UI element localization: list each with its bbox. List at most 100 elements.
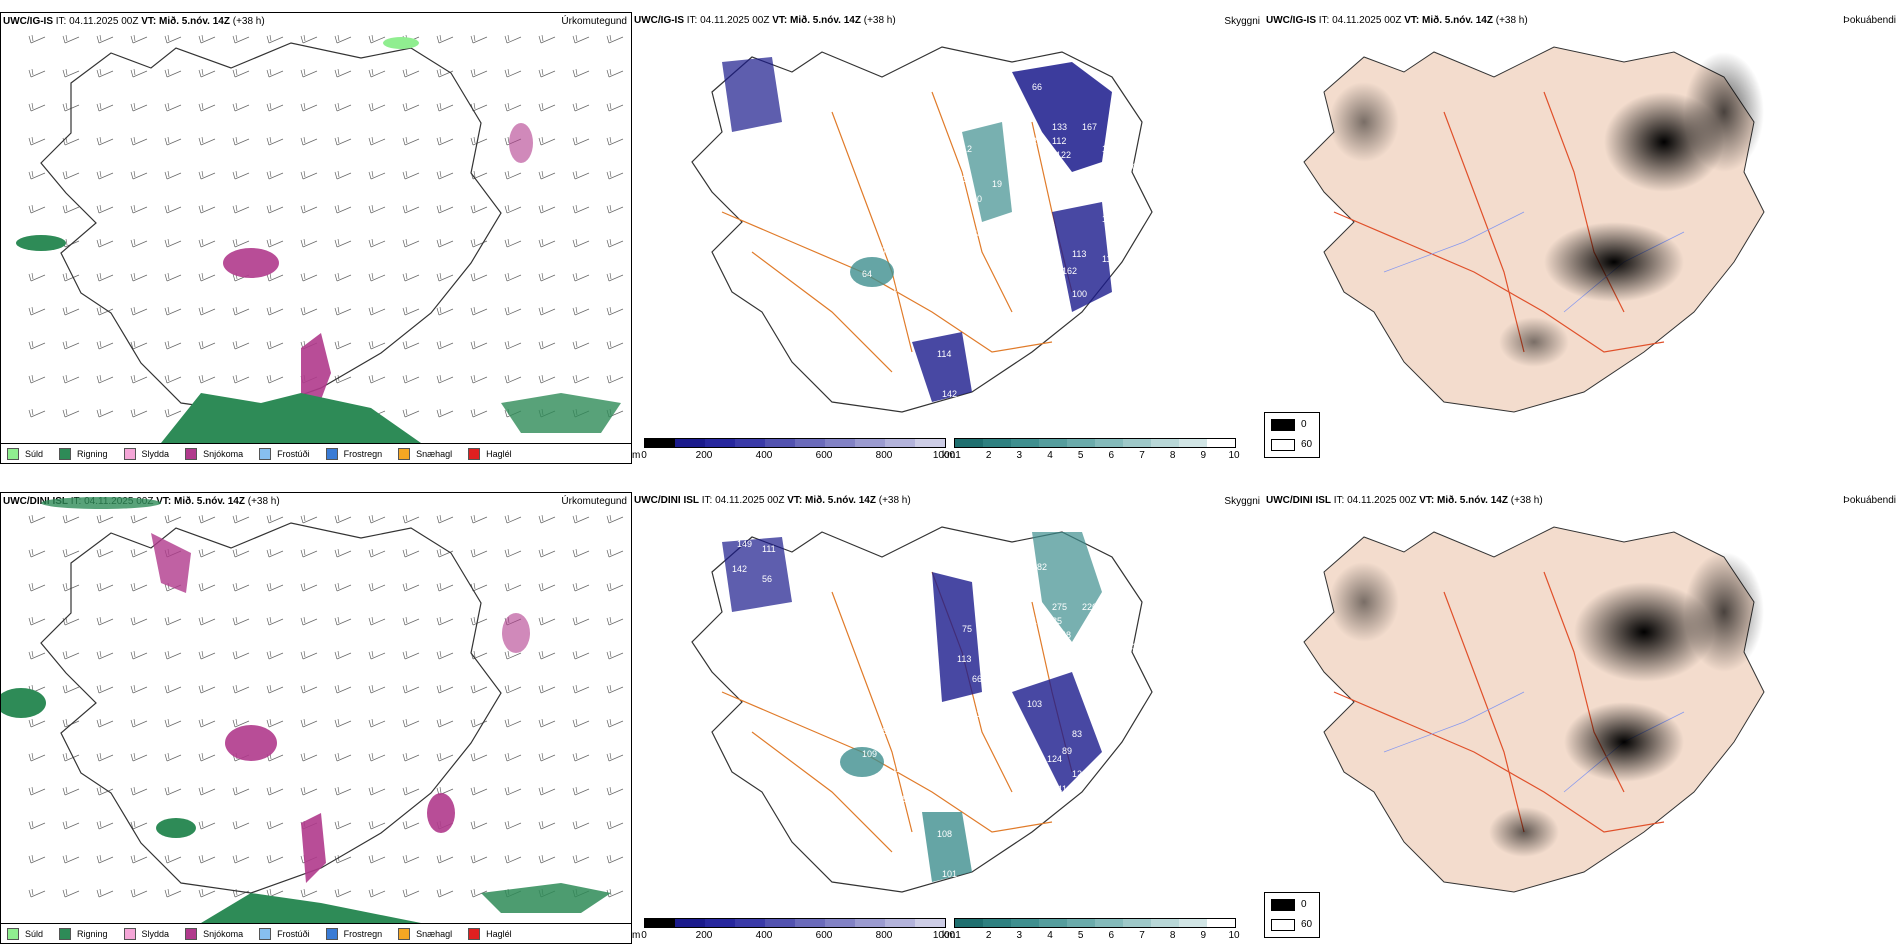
colorbar-unit: km bbox=[942, 930, 956, 941]
ceiling-label: 162 bbox=[1062, 266, 1077, 276]
colorbar-swatch bbox=[795, 439, 825, 447]
ceiling-label: 113 bbox=[892, 764, 906, 774]
wind-barb bbox=[232, 170, 250, 180]
wind-barb bbox=[606, 272, 624, 282]
wind-barb bbox=[368, 340, 386, 350]
ceiling-label: 141 bbox=[1052, 784, 1067, 794]
legend-item: Frostúði bbox=[259, 928, 310, 940]
ceiling-label: 254 bbox=[1102, 624, 1117, 634]
wind-barb bbox=[334, 34, 352, 44]
colorbar-swatch bbox=[1067, 919, 1095, 927]
wind-barb bbox=[198, 136, 216, 146]
wind-barb bbox=[96, 204, 114, 214]
wind-barb bbox=[28, 650, 46, 660]
wind-barb bbox=[130, 68, 148, 78]
wind-barb bbox=[538, 68, 556, 78]
wind-barb bbox=[266, 34, 284, 44]
wind-barb bbox=[470, 136, 488, 146]
ceiling-label: 129 bbox=[962, 736, 977, 746]
colorbar-swatch bbox=[1039, 439, 1067, 447]
wind-barb bbox=[130, 548, 148, 558]
wind-barb bbox=[572, 820, 590, 830]
wind-barb bbox=[164, 238, 182, 248]
wind-barb bbox=[300, 136, 318, 146]
wind-barb bbox=[164, 68, 182, 78]
wind-barb bbox=[300, 888, 318, 898]
ceiling-label: 282 bbox=[1032, 562, 1047, 572]
legend-label: Haglél bbox=[486, 449, 512, 459]
wind-barb bbox=[96, 272, 114, 282]
wind-barb bbox=[96, 408, 114, 418]
wind-barb bbox=[198, 34, 216, 44]
wind-barb bbox=[164, 374, 182, 384]
ceiling-label: 148 bbox=[1056, 630, 1071, 640]
wind-barb bbox=[334, 514, 352, 524]
wind-barb bbox=[96, 582, 114, 592]
legend-label: Frostregn bbox=[343, 929, 383, 939]
wind-barb bbox=[198, 650, 216, 660]
legend-label: Haglél bbox=[486, 929, 512, 939]
wind-barb bbox=[504, 238, 522, 248]
colorbar-tick: 200 bbox=[695, 930, 713, 941]
ceiling-label: 12 bbox=[962, 144, 972, 154]
wind-barb bbox=[572, 718, 590, 728]
colorbar-tick: 400 bbox=[755, 930, 773, 941]
wind-barb bbox=[96, 650, 114, 660]
colorbar-swatch bbox=[795, 919, 825, 927]
wind-barb bbox=[504, 582, 522, 592]
wind-barb bbox=[232, 68, 250, 78]
wind-barb bbox=[436, 616, 454, 626]
colorbar-tick: 5 bbox=[1077, 450, 1084, 461]
wind-barb bbox=[504, 548, 522, 558]
wind-barb bbox=[130, 854, 148, 864]
wind-barb bbox=[334, 306, 352, 316]
wind-barb bbox=[62, 548, 80, 558]
legend-swatch bbox=[59, 448, 72, 460]
legend-swatch bbox=[468, 448, 481, 460]
wind-barb bbox=[368, 888, 386, 898]
wind-barb bbox=[130, 616, 148, 626]
wind-barb bbox=[334, 548, 352, 558]
wind-barb bbox=[96, 548, 114, 558]
wind-barb bbox=[232, 306, 250, 316]
wind-barb bbox=[96, 374, 114, 384]
colorbar-swatch bbox=[1179, 439, 1207, 447]
wind-barb bbox=[402, 170, 420, 180]
wind-barb bbox=[62, 34, 80, 44]
legend-swatch bbox=[123, 448, 136, 460]
wind-barb bbox=[266, 136, 284, 146]
wind-barb bbox=[606, 514, 624, 524]
colorbar-swatch bbox=[1095, 439, 1123, 447]
legend-label: Frostregn bbox=[343, 449, 383, 459]
legend-item: Slydda bbox=[123, 928, 169, 940]
wind-barb bbox=[300, 204, 318, 214]
wind-barb bbox=[164, 102, 182, 112]
wind-barb bbox=[130, 34, 148, 44]
wind-barb bbox=[62, 820, 80, 830]
wind-barb bbox=[266, 204, 284, 214]
ceiling-label: 66 bbox=[972, 674, 982, 684]
wind-barb bbox=[470, 548, 488, 558]
wind-barb bbox=[436, 514, 454, 524]
ceiling-label: 122 bbox=[1056, 150, 1071, 160]
ceiling-label: 101 bbox=[942, 869, 957, 879]
wind-barb bbox=[368, 136, 386, 146]
colorbar-swatch bbox=[1207, 439, 1235, 447]
wind-barb bbox=[538, 204, 556, 214]
wind-barb bbox=[368, 582, 386, 592]
wind-barb bbox=[572, 582, 590, 592]
wind-barb bbox=[606, 102, 624, 112]
wind-barb bbox=[606, 718, 624, 728]
wind-barb bbox=[28, 272, 46, 282]
wind-barb bbox=[164, 136, 182, 146]
wind-barb bbox=[538, 34, 556, 44]
wind-barb bbox=[402, 888, 420, 898]
wind-barb bbox=[402, 752, 420, 762]
wind-barb bbox=[572, 374, 590, 384]
wind-barb bbox=[368, 854, 386, 864]
wind-barb bbox=[402, 238, 420, 248]
colorbar-tick: 6 bbox=[1108, 450, 1115, 461]
ceiling-label: 132 bbox=[1127, 642, 1142, 652]
wind-barb bbox=[538, 616, 556, 626]
